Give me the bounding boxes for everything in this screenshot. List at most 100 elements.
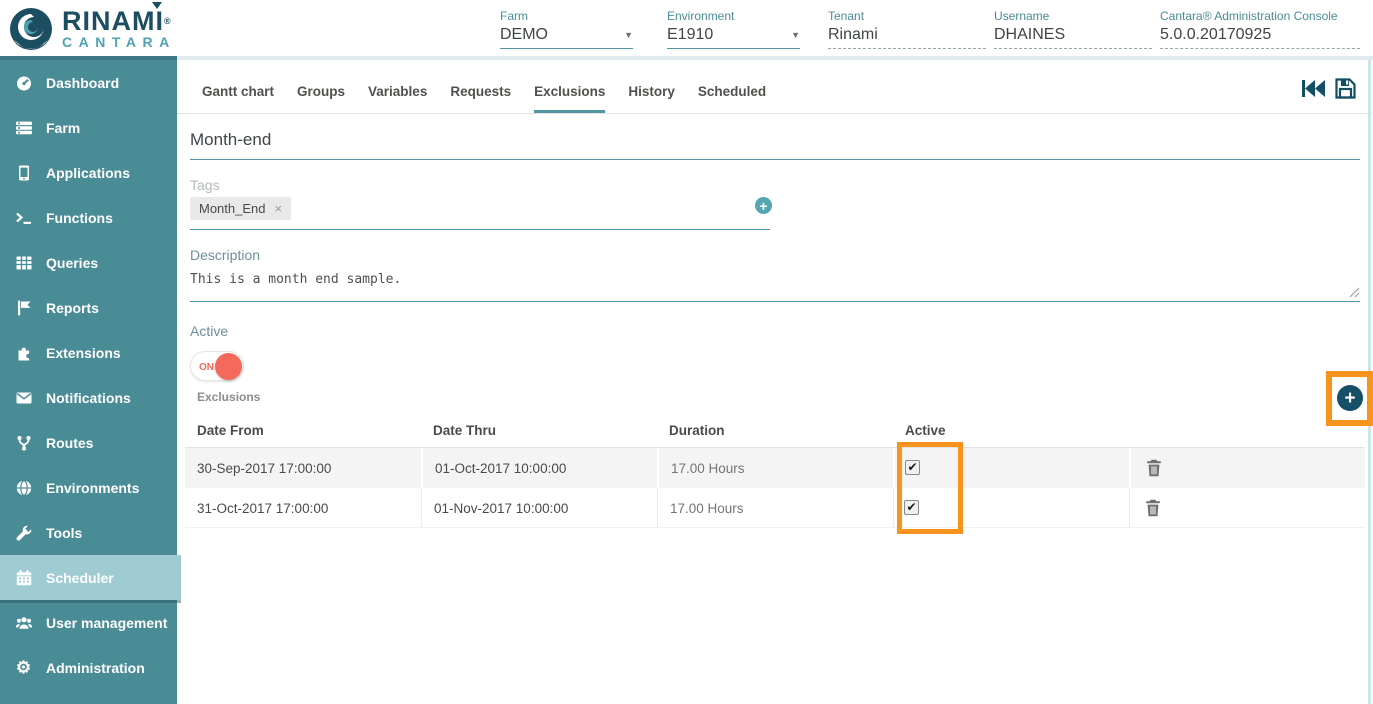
delete-exclusion-button[interactable] [1146, 459, 1162, 480]
sidebar-item-tools[interactable]: Tools [0, 510, 177, 555]
header-field-tenant: Tenant Rinami [828, 9, 986, 49]
exclusions-section-label: Exclusions [197, 390, 261, 404]
delete-exclusion-button[interactable] [1145, 499, 1161, 520]
header-field-farm[interactable]: Farm DEMO ▼ [500, 9, 633, 49]
scrollbar-track[interactable] [1368, 60, 1371, 704]
sidebar-item-notifications[interactable]: Notifications [0, 375, 177, 420]
extensions-icon [14, 343, 33, 362]
cell-date-thru: 01-Nov-2017 10:00:00 [421, 488, 657, 527]
tab-requests[interactable]: Requests [450, 84, 512, 99]
field-label: Cantara® Administration Console [1160, 9, 1338, 23]
active-checkbox[interactable]: ✔ [905, 460, 920, 475]
add-exclusion-button[interactable]: + [1337, 385, 1363, 411]
cell-active: ✔ [893, 488, 1129, 527]
cell-delete [1129, 448, 1365, 488]
tab-groups[interactable]: Groups [297, 84, 346, 99]
trash-icon [1147, 459, 1161, 477]
sidebar-item-label: Extensions [46, 344, 121, 361]
sidebar-item-queries[interactable]: Queries [0, 240, 177, 285]
name-input[interactable]: Month-end [190, 130, 1360, 160]
remove-tag-icon[interactable]: × [274, 200, 283, 216]
toggle-on-label: ON [199, 362, 214, 373]
tab-gantt-chart[interactable]: Gantt chart [202, 84, 275, 99]
sidebar-item-functions[interactable]: Functions [0, 195, 177, 240]
sidebar-item-label: Environments [46, 479, 140, 496]
toggle-knob-icon [215, 353, 242, 380]
header-field-environment[interactable]: Environment E1910 ▼ [667, 9, 800, 49]
column-header-active: Active [905, 423, 946, 438]
description-textarea[interactable]: This is a month end sample. [190, 272, 402, 287]
field-value: DEMO [500, 26, 548, 43]
registered-mark: ® [164, 16, 172, 26]
sidebar-item-routes[interactable]: Routes [0, 420, 177, 465]
cell-delete [1129, 488, 1365, 527]
main-content: Gantt chart Groups Variables Requests Exclus… [177, 60, 1373, 704]
sidebar-item-extensions[interactable]: Extensions [0, 330, 177, 375]
tab-scheduled[interactable]: Scheduled [697, 84, 767, 99]
sidebar-item-label: Scheduler [46, 569, 114, 586]
sidebar-item-label: Functions [46, 209, 113, 226]
add-tag-button[interactable]: + [755, 197, 772, 214]
active-toggle[interactable]: ON [190, 351, 244, 381]
resize-handle-icon[interactable] [1349, 287, 1360, 298]
tab-exclusions[interactable]: Exclusions [534, 84, 606, 113]
exclusion-row[interactable]: 30-Sep-2017 17:00:00 01-Oct-2017 10:00:00… [185, 448, 1365, 488]
tag-chip[interactable]: Month_End × [190, 196, 292, 220]
sidebar-item-administration[interactable]: ⚙ Administration [0, 645, 177, 690]
header-field-cantara-administration-console: Cantara® Administration Console 5.0.0.201… [1160, 9, 1360, 49]
sidebar-item-applications[interactable]: Applications [0, 150, 177, 195]
tab-history[interactable]: History [628, 84, 675, 99]
active-checkbox[interactable]: ✔ [904, 500, 919, 515]
field-label: Tenant [828, 9, 865, 23]
field-label: Farm [500, 9, 528, 23]
description-field: Description This is a month end sample. [190, 247, 1360, 302]
sidebar-item-label: Applications [46, 164, 131, 181]
trash-icon [1146, 499, 1160, 517]
farm-icon [14, 118, 33, 137]
exclusions-table: Date From Date Thru Duration Active 30-Sep-… [185, 415, 1365, 528]
sidebar-item-user-management[interactable]: User management [0, 600, 177, 645]
brand-name: RINAMI® [62, 2, 176, 35]
dashboard-icon [14, 73, 33, 92]
tab-variables[interactable]: Variables [368, 84, 428, 99]
rewind-icon [1302, 80, 1325, 97]
app-header: RINAMI® CANTARA Farm DEMO ▼ Environment E191… [0, 0, 1373, 60]
header-field-username: Username DHAINES [994, 9, 1152, 49]
field-label: Username [994, 9, 1050, 23]
tags-field: Tags Month_End × + [190, 177, 772, 230]
sidebar-item-label: User management [46, 614, 168, 631]
exclusion-row[interactable]: 31-Oct-2017 17:00:00 01-Nov-2017 10:00:00… [185, 488, 1365, 528]
sidebar-item-dashboard[interactable]: Dashboard [0, 60, 177, 105]
sidebar-item-reports[interactable]: Reports [0, 285, 177, 330]
cell-duration: 17.00 Hours [657, 448, 893, 488]
save-button[interactable] [1334, 77, 1357, 100]
table-header-row: Date From Date Thru Duration Active [185, 415, 1365, 448]
reports-icon [14, 298, 33, 317]
scheduler-icon [14, 568, 33, 587]
sidebar-item-environments[interactable]: Environments [0, 465, 177, 510]
sidebar-item-scheduler[interactable]: Scheduler [0, 555, 181, 600]
sidebar-item-label: Routes [46, 434, 94, 451]
rewind-button[interactable] [1300, 78, 1327, 99]
plus-icon: + [759, 197, 768, 214]
routes-icon [14, 433, 33, 452]
column-header-date-from: Date From [197, 423, 264, 438]
description-label: Description [190, 247, 261, 263]
chevron-down-icon: ▼ [791, 30, 800, 40]
content-top-shadow [177, 56, 1373, 60]
sidebar-item-farm[interactable]: Farm [0, 105, 177, 150]
sidebar: Dashboard Farm Applications Functions Querie… [0, 60, 181, 704]
sidebar-item-label: Tools [46, 524, 83, 541]
brand-product: CANTARA [62, 34, 176, 50]
sidebar-item-label: Farm [46, 119, 81, 136]
column-header-duration: Duration [669, 423, 725, 438]
cell-date-from: 31-Oct-2017 17:00:00 [197, 501, 329, 516]
sidebar-item-label: Queries [46, 254, 99, 271]
tab-bar: Gantt chart Groups Variables Requests Exclus… [177, 60, 1373, 114]
cell-duration: 17.00 Hours [657, 488, 893, 527]
notifications-icon [14, 388, 33, 407]
active-field: Active ON [190, 323, 1360, 381]
tools-icon [14, 523, 33, 542]
field-label: Environment [667, 9, 735, 23]
tags-label: Tags [190, 177, 220, 193]
